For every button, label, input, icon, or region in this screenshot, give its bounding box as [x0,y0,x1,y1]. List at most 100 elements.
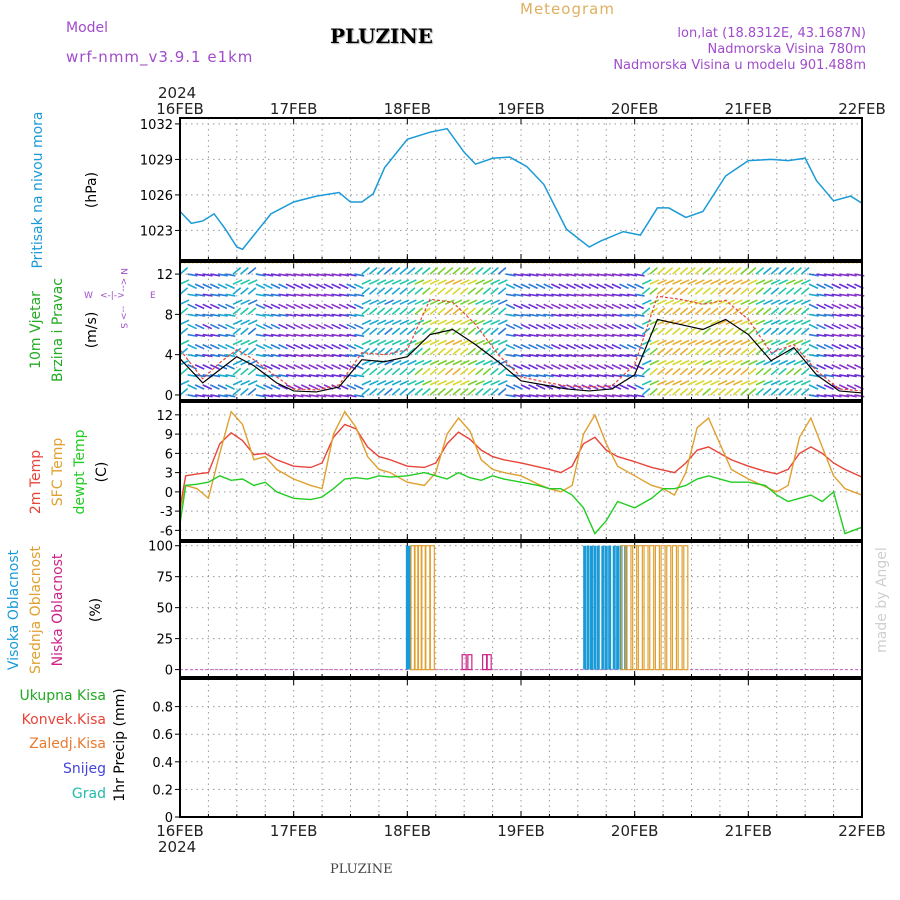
wind-barb [323,374,334,378]
wind-barb [543,333,554,338]
wind-barb [429,319,440,326]
wind-barb [823,313,835,317]
wind-barb [490,367,499,376]
wind-barb [354,333,365,338]
wind-barb [225,303,235,310]
wind-barb [528,374,539,378]
wind-barb [505,394,516,398]
y-tick-label: 1023 [140,224,173,239]
wind-barb [770,339,781,346]
wind-barb [452,339,463,346]
wind-barb [263,333,274,338]
wind-barb [368,307,378,315]
wind-barb [429,307,439,315]
wind-barb [717,347,727,356]
wind-barb [528,394,539,398]
wind-barb [770,299,781,306]
wind-barb [293,333,304,338]
y-tick-label: 0 [165,664,173,679]
wind-barb [346,313,357,317]
wind-barb [422,319,432,326]
wind-barb [801,339,811,346]
wind-barb [672,287,681,295]
wind-barb [316,353,327,358]
wind-barb [505,283,516,290]
wind-barb [641,367,651,376]
wind-barb [664,287,674,295]
wind-barb [346,283,357,290]
wind-barb [429,367,439,376]
wind-barb [391,319,402,326]
wind-barb [460,359,470,366]
wind-barb [558,283,569,290]
wind-barb [406,359,417,366]
wind-barb [285,323,296,330]
wind-barb [808,353,819,358]
wind-barb [384,359,395,366]
wind-barb [270,384,281,390]
wind-barb [747,359,758,366]
wind-barb [831,293,842,297]
wind-barb [778,327,787,336]
wind-barb [225,283,235,290]
mid-cloud-bar [632,545,638,671]
wind-barb [634,283,645,290]
wind-barb [619,364,629,370]
pressure-axis-title: Pritisak na nivou mora [30,111,46,268]
wind-barb [649,387,658,396]
wind-barb [831,273,842,277]
panel-frame [179,541,863,678]
wind-barb [195,293,206,297]
wind-barb [452,387,461,396]
wind-barb [543,323,554,330]
wind-barb [551,374,562,378]
wind-barb [747,267,757,275]
wind-barb [604,273,615,277]
wind-barb [278,273,289,277]
wind-barb [573,343,584,350]
wind-barb [331,333,342,338]
wind-barb [429,339,440,346]
wind-barb [838,303,849,310]
wind-barb [459,287,469,295]
wind-barb [581,333,592,338]
wind-barb [604,353,615,358]
wind-barb [429,287,439,295]
wind-barb [551,313,562,317]
wind-barb [528,283,538,290]
wind-barb [232,307,242,315]
wind-barb [278,364,288,370]
wind-barb [687,319,698,326]
wind-barb [187,303,197,310]
wind-barb [589,293,600,297]
wind-barb [505,333,516,338]
wind-barb [270,394,281,398]
wind-barb [195,394,206,398]
wind-barb [414,327,424,336]
wind-barb [346,323,357,330]
wind-barb [308,333,319,338]
wind-barb [694,347,704,356]
wind-barb [353,323,364,330]
wind-barb [785,347,795,356]
wind-barb [346,273,357,277]
wind-barb [505,384,516,390]
wind-barb [634,343,645,350]
wind-barb [376,299,387,306]
wind-barb [566,333,577,338]
wind-barb [626,283,637,290]
wind-barb [717,367,727,376]
wind-barb [467,367,477,376]
wind-barb [460,279,470,285]
model-label: Model [66,20,109,36]
wind-barb [437,279,448,285]
wind-barb [422,359,432,366]
wind-barb [437,347,446,356]
wind-barb [520,303,531,310]
wind-barb [634,364,645,370]
wind-barb [323,323,334,330]
mid-cloud-bar [677,545,683,671]
wind-barb [672,367,681,376]
wind-barb [368,387,378,396]
wind-barb [725,287,734,295]
